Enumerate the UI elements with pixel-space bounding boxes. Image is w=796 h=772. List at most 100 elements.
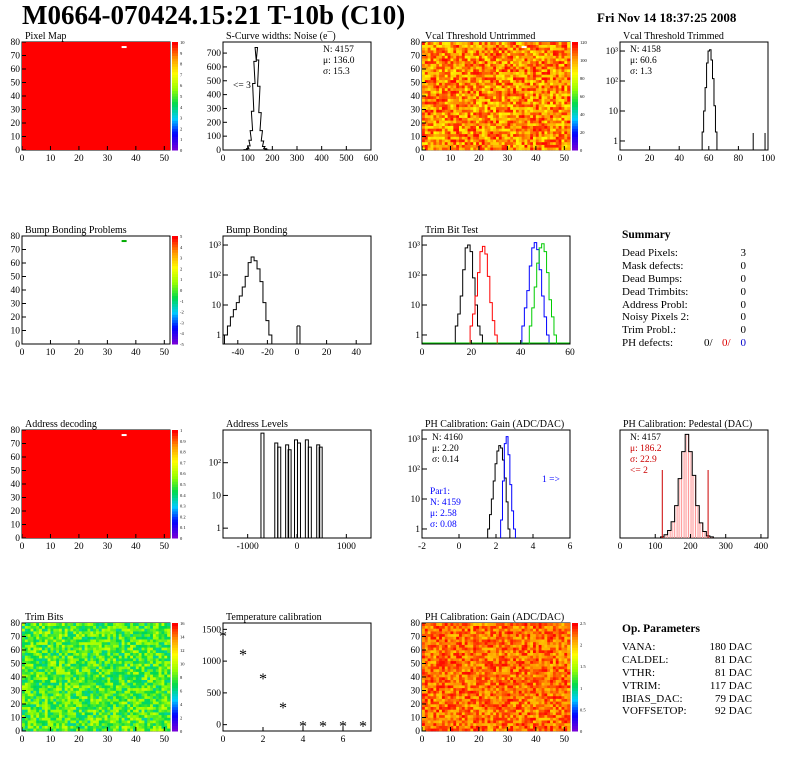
heatmap-cell — [430, 96, 434, 99]
heatmap-cell — [464, 722, 468, 726]
heatmap-cell — [524, 87, 528, 91]
heatmap-cell — [127, 728, 131, 732]
heatmap-cell — [61, 671, 65, 675]
heatmap-cell — [53, 655, 57, 659]
heatmap-cell — [481, 44, 485, 48]
heatmap-cell — [133, 666, 137, 670]
heatmap-cell — [135, 652, 139, 656]
heatmap-cell — [513, 136, 517, 140]
heatmap-cell — [439, 52, 443, 56]
palette-cell — [172, 71, 178, 75]
heatmap-cell — [70, 674, 74, 678]
heatmap-cell — [544, 141, 548, 145]
heatmap-cell — [441, 85, 446, 89]
heatmap-cell — [527, 55, 531, 59]
heatmap-cell — [496, 79, 500, 83]
heatmap-cell — [461, 141, 465, 145]
heatmap-cell — [144, 674, 148, 678]
heatmap-cell — [535, 728, 539, 732]
heatmap-cell — [118, 682, 122, 686]
heatmap-cell — [164, 671, 168, 675]
heatmap-cell — [133, 636, 137, 640]
heatmap-cell — [104, 695, 108, 699]
heatmap-cell — [467, 106, 471, 110]
heatmap-cell — [87, 706, 91, 710]
heatmap-cell — [30, 623, 34, 626]
heatmap-cell — [490, 722, 494, 726]
heatmap-cell — [547, 133, 551, 137]
x-tick-label: 50 — [160, 154, 170, 164]
heatmap-cell — [24, 690, 28, 694]
heatmap-cell — [558, 728, 562, 732]
heatmap-cell — [481, 720, 485, 724]
heatmap-cell — [441, 47, 446, 51]
heatmap-cell — [101, 674, 105, 678]
heatmap-cell — [78, 666, 83, 670]
heatmap-cell — [564, 96, 568, 99]
heatmap-cell — [61, 647, 65, 651]
heatmap-cell — [518, 717, 522, 721]
heatmap-cell — [53, 698, 57, 702]
heatmap-cell — [87, 628, 91, 632]
heatmap-cell — [567, 144, 571, 148]
heatmap-cell — [518, 66, 522, 70]
heatmap-cell — [39, 690, 43, 694]
heatmap-cell — [507, 42, 511, 45]
heatmap-cell — [24, 682, 28, 686]
heatmap-cell — [461, 714, 465, 718]
heatmap-cell — [484, 77, 488, 81]
heatmap-cell — [93, 666, 97, 670]
heatmap-cell — [147, 628, 151, 632]
heatmap-cell — [41, 641, 46, 645]
heatmap-cell — [436, 114, 440, 118]
heatmap-cell — [564, 87, 568, 91]
heatmap-cell — [561, 96, 565, 99]
heatmap-cell — [107, 701, 111, 705]
heatmap-cell — [39, 633, 43, 637]
heatmap-cell — [541, 85, 545, 89]
heatmap-cell — [150, 682, 154, 686]
heatmap-cell — [76, 728, 80, 732]
heatmap-cell — [513, 101, 517, 105]
heatmap-cell — [73, 660, 77, 664]
heatmap-cell — [127, 666, 131, 670]
heatmap-cell — [439, 42, 443, 45]
heatmap-cell — [87, 701, 91, 705]
heatmap-cell — [101, 685, 105, 689]
heatmap-cell — [167, 687, 171, 691]
heatmap-cell — [552, 42, 557, 45]
heatmap-cell — [530, 87, 534, 91]
heatmap-cell — [550, 63, 554, 67]
heatmap-cell — [487, 709, 491, 713]
heatmap-cell — [493, 136, 497, 140]
heatmap-cell — [473, 77, 477, 81]
heatmap-cell — [90, 647, 94, 651]
heatmap-cell — [521, 728, 525, 732]
heatmap-cell — [47, 698, 51, 702]
heatmap-cell — [456, 114, 460, 118]
heatmap-cell — [530, 125, 534, 129]
heatmap-cell — [538, 77, 542, 81]
heatmap-cell — [167, 633, 171, 637]
palette-cell — [572, 125, 578, 129]
heatmap-cell — [56, 655, 60, 659]
heatmap-cell — [530, 47, 534, 51]
heatmap-cell — [135, 623, 139, 626]
heatmap-cell — [115, 685, 120, 689]
heatmap-cell — [447, 93, 451, 97]
heatmap-cell — [44, 647, 48, 651]
heatmap-cell — [22, 641, 26, 645]
heatmap-cell — [56, 717, 60, 721]
heatmap-cell — [424, 93, 428, 97]
heatmap-cell — [93, 671, 97, 675]
heatmap-cell — [535, 114, 539, 118]
heatmap-cell — [470, 52, 474, 56]
heatmap-cell — [24, 668, 28, 672]
heatmap-cell — [453, 131, 457, 135]
heatmap-cell — [544, 101, 548, 105]
heatmap-cell — [436, 55, 440, 59]
heatmap-cell — [436, 109, 440, 113]
heatmap-cell — [167, 652, 171, 656]
heatmap-cell — [558, 136, 562, 140]
palette-cell — [172, 322, 178, 326]
